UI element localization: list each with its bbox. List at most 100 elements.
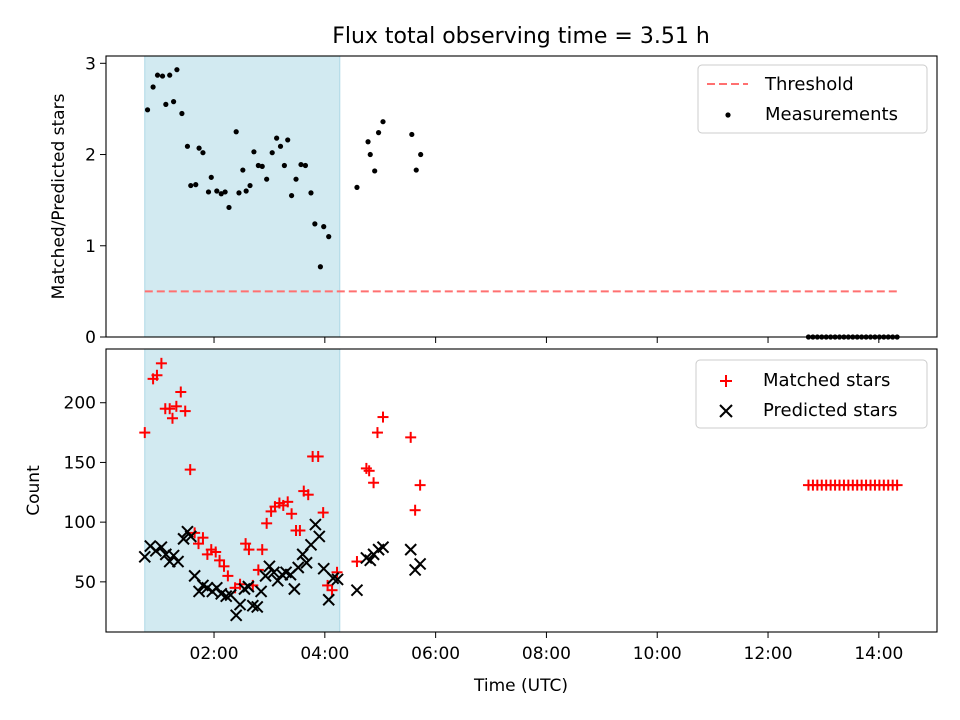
xtick-label: 10:00 [633,644,682,664]
measurement-point [321,224,327,230]
ratio-y-axis-label: Matched/Predicted stars [49,93,69,299]
predicted-star-point [350,583,364,597]
xtick-label: 14:00 [854,644,903,664]
measurement-point [288,192,295,199]
matched-star-point [175,386,187,398]
matched-star-point [139,427,151,439]
matched-legend-label: Matched stars [763,370,890,391]
xtick-label: 02:00 [190,644,239,664]
predicted-star-point [155,541,168,554]
ratio-panel: 0 1 2 3 Matched/Predicted stars Threshold M… [49,54,938,348]
measurement-point [205,189,212,195]
predicted-star-points [138,518,427,622]
predicted-star-point [184,530,197,543]
matched-star-point [891,479,903,491]
count-legend: Matched stars Predicted stars [695,359,928,429]
measurement-point [154,72,161,78]
predicted-star-point [259,569,272,583]
count-y-axis-label: Count [24,465,44,516]
matched-star-point [409,504,421,516]
matched-star-point [414,479,426,491]
measurement-point [196,145,202,151]
matched-star-point [405,431,417,443]
measurement-point [251,149,257,155]
measurement-point [312,221,318,227]
matched-star-point [317,507,329,519]
matched-star-point [193,538,205,550]
count-ytick-label: 50 [74,573,96,593]
measurement-point [167,72,173,78]
matched-star-point [214,554,226,566]
predicted-star-point [413,557,427,571]
measurement-point [298,161,304,168]
predicted-star-point [229,609,243,622]
measurement-point [281,162,287,169]
measurement-points [144,67,900,340]
measurement-point [409,131,415,138]
measurements-legend-label: Measurements [765,104,898,125]
observing-window-shade-lower [144,348,341,633]
ratio-ytick-label: 2 [85,146,96,166]
measurement-point [317,264,323,270]
ratio-legend: Threshold Measurements [697,64,928,134]
measurement-point [193,182,199,188]
measurement-point [285,137,291,143]
measurement-point [170,99,177,105]
matched-star-point [166,412,178,424]
xtick-label: 12:00 [744,644,793,664]
matched-star-point [164,403,176,415]
predicted-star-point [138,550,151,563]
predicted-star-point [300,556,313,569]
measurement-point [365,139,371,145]
predicted-star-point [242,580,255,593]
matched-star-point [222,570,234,582]
predicted-star-point [254,585,268,598]
matched-star-point [240,538,252,550]
matched-legend-swatch [720,375,732,387]
count-ytick-label: 150 [64,453,96,473]
measurement-point [184,143,191,149]
measurement-point [274,135,280,141]
predicted-star-point [313,530,326,543]
ratio-ytick-label: 3 [85,54,96,74]
matched-star-point [151,369,163,381]
predicted-star-point [331,573,344,586]
measurement-point [413,167,419,173]
predicted-star-point [233,598,247,611]
matched-star-point [371,427,383,439]
matched-star-point [294,525,306,537]
ratio-x-ticks [213,337,880,343]
measurement-point [174,67,180,73]
matched-star-point [368,477,380,489]
xtick-label: 08:00 [522,644,571,664]
measurement-point [247,182,253,189]
xtick-label: 06:00 [411,644,460,664]
matched-star-point [282,496,294,508]
measurement-point [255,162,261,169]
predicted-star-point [309,518,322,531]
count-plot-frame [105,348,938,633]
predicted-star-point [167,549,180,562]
count-ytick-label: 200 [64,394,96,414]
predicted-star-point [220,589,233,603]
predicted-star-point [224,588,237,602]
measurement-point [179,110,185,117]
matched-star-point [286,508,298,520]
measurement-point [150,84,156,90]
matched-star-point [210,546,222,558]
measurement-point [233,129,239,135]
xtick-label: 04:00 [300,644,349,664]
count-panel: 50 100 150 200 02:00 04:00 06:00 08:00 10:00 12:… [24,348,938,696]
measurement-point [159,73,166,79]
measurement-point [236,190,242,196]
count-ytick-label: 100 [64,513,96,533]
measurement-point [214,188,220,194]
matched-star-point [197,532,209,544]
measurement-point [308,190,314,196]
matched-star-point [312,450,324,462]
count-legend-box [695,359,928,429]
predicted-legend-label: Predicted stars [763,400,897,421]
measurement-point [326,234,332,240]
matched-star-point [363,465,375,477]
